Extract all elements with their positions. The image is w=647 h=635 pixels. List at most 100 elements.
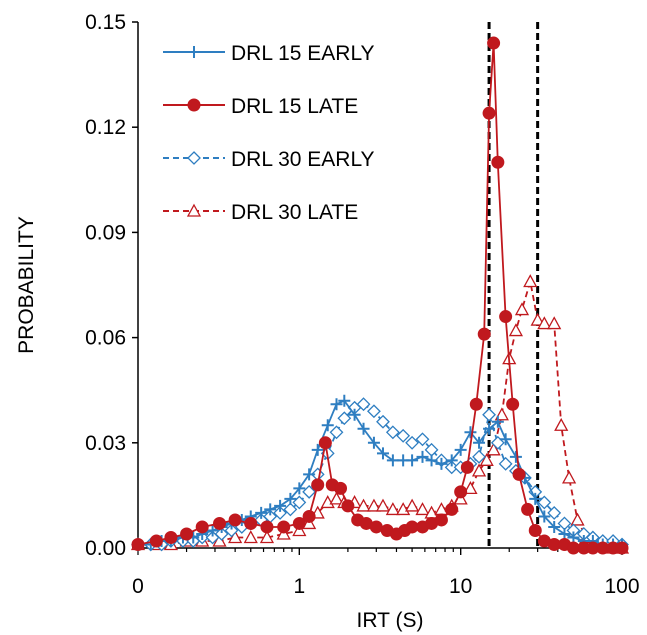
data-point-circle <box>149 534 163 548</box>
data-point-triangle <box>471 463 487 477</box>
series-drl-15-late <box>131 36 629 555</box>
series-line <box>137 42 622 549</box>
data-point-diamond <box>537 495 552 510</box>
data-point-triangle <box>554 417 569 431</box>
data-point-circle <box>460 460 474 474</box>
x-tick-label: 10 <box>449 575 472 598</box>
data-point-triangle <box>302 516 317 530</box>
y-axis-title: PROBABILITY <box>15 216 38 354</box>
data-point-plus <box>483 422 496 435</box>
data-point-circle <box>302 509 316 523</box>
data-point-plus <box>293 482 306 495</box>
data-point-plus <box>348 408 361 421</box>
data-point-triangle <box>228 530 243 544</box>
data-point-plus <box>499 433 512 446</box>
data-point-diamond <box>396 428 411 443</box>
data-point-circle <box>434 513 448 527</box>
data-point-plus <box>311 443 324 456</box>
data-point-triangle <box>523 274 538 288</box>
y-tick-label: 0.03 <box>85 432 126 455</box>
data-point-plus <box>548 520 561 533</box>
data-point-diamond <box>472 449 486 464</box>
x-axis-ticks: 0 1 10 100 <box>132 548 640 598</box>
data-point-triangle <box>396 502 411 516</box>
data-point-diamond <box>482 407 496 422</box>
data-point-circle <box>228 513 242 527</box>
data-point-diamond <box>490 435 505 450</box>
data-point-triangle <box>405 498 420 512</box>
data-point-diamond <box>187 151 201 165</box>
x-axis-title: IRT (S) <box>357 609 424 632</box>
data-point-circle <box>487 36 501 50</box>
y-tick-label: 0.15 <box>85 11 126 34</box>
data-point-circle <box>445 502 459 516</box>
data-point-diamond <box>273 506 288 520</box>
data-point-plus <box>303 468 316 481</box>
data-point-plus <box>473 436 486 449</box>
legend-entry: DRL 30 LATE <box>163 201 358 224</box>
data-point-plus <box>255 506 268 519</box>
data-point-triangle <box>186 203 202 217</box>
data-point-plus <box>406 454 419 467</box>
x-tick-label: 0 <box>132 575 144 598</box>
data-point-diamond <box>405 435 420 450</box>
data-point-triangle <box>508 323 524 337</box>
data-point-diamond <box>367 404 381 419</box>
data-point-triangle <box>463 481 478 495</box>
x-tick-label: 100 <box>604 575 639 598</box>
data-point-triangle <box>292 523 307 537</box>
data-point-circle <box>615 541 629 555</box>
data-point-circle <box>334 481 348 495</box>
data-point-triangle <box>259 530 275 544</box>
data-point-plus <box>376 447 389 460</box>
data-point-plus <box>264 503 277 516</box>
data-point-circle <box>499 310 513 324</box>
data-point-circle <box>341 499 355 513</box>
data-point-triangle <box>494 407 509 421</box>
y-tick-label: 0.00 <box>85 537 126 560</box>
data-point-plus <box>464 426 477 439</box>
data-point-circle <box>491 155 505 169</box>
data-point-triangle <box>537 316 552 330</box>
data-point-plus <box>188 46 200 58</box>
data-point-triangle <box>415 502 430 516</box>
data-point-plus <box>425 454 438 467</box>
data-point-triangle <box>547 316 562 330</box>
legend: DRL 15 EARLY DRL 15 LATE DRL 30 EARLY DRL 3… <box>163 42 375 224</box>
data-point-plus <box>509 450 522 463</box>
data-point-circle <box>277 520 291 534</box>
data-point-circle <box>482 106 496 120</box>
data-point-triangle <box>562 470 577 484</box>
data-point-circle <box>318 436 332 450</box>
data-point-circle <box>369 520 383 534</box>
data-point-diamond <box>329 425 344 440</box>
data-point-triangle <box>486 442 501 456</box>
data-point-circle <box>521 502 535 516</box>
data-point-plus <box>416 450 429 463</box>
data-point-plus <box>538 510 551 523</box>
legend-label: DRL 15 EARLY <box>231 42 375 65</box>
data-point-triangle <box>356 498 371 512</box>
data-point-triangle <box>329 491 344 505</box>
data-point-plus <box>274 499 287 512</box>
y-tick-label: 0.12 <box>85 116 126 139</box>
y-axis-ticks: 0.00 0.03 0.06 0.09 0.12 0.15 <box>85 11 138 560</box>
data-point-plus <box>567 531 580 544</box>
legend-label: DRL 30 EARLY <box>231 148 375 171</box>
data-point-diamond <box>356 397 371 412</box>
data-point-triangle <box>243 530 258 544</box>
data-point-triangle <box>320 495 335 509</box>
data-point-plus <box>284 492 297 505</box>
data-point-plus <box>321 419 334 432</box>
series-layer <box>130 36 630 555</box>
legend-entry: DRL 15 EARLY <box>163 42 375 65</box>
legend-label: DRL 30 LATE <box>231 201 358 224</box>
data-point-plus <box>206 524 219 537</box>
legend-label: DRL 15 LATE <box>231 95 358 118</box>
data-point-circle <box>506 397 520 411</box>
data-point-triangle <box>514 302 530 316</box>
data-point-triangle <box>570 512 585 526</box>
data-point-circle <box>311 478 325 492</box>
data-point-circle <box>512 467 526 481</box>
data-point-diamond <box>302 484 317 499</box>
